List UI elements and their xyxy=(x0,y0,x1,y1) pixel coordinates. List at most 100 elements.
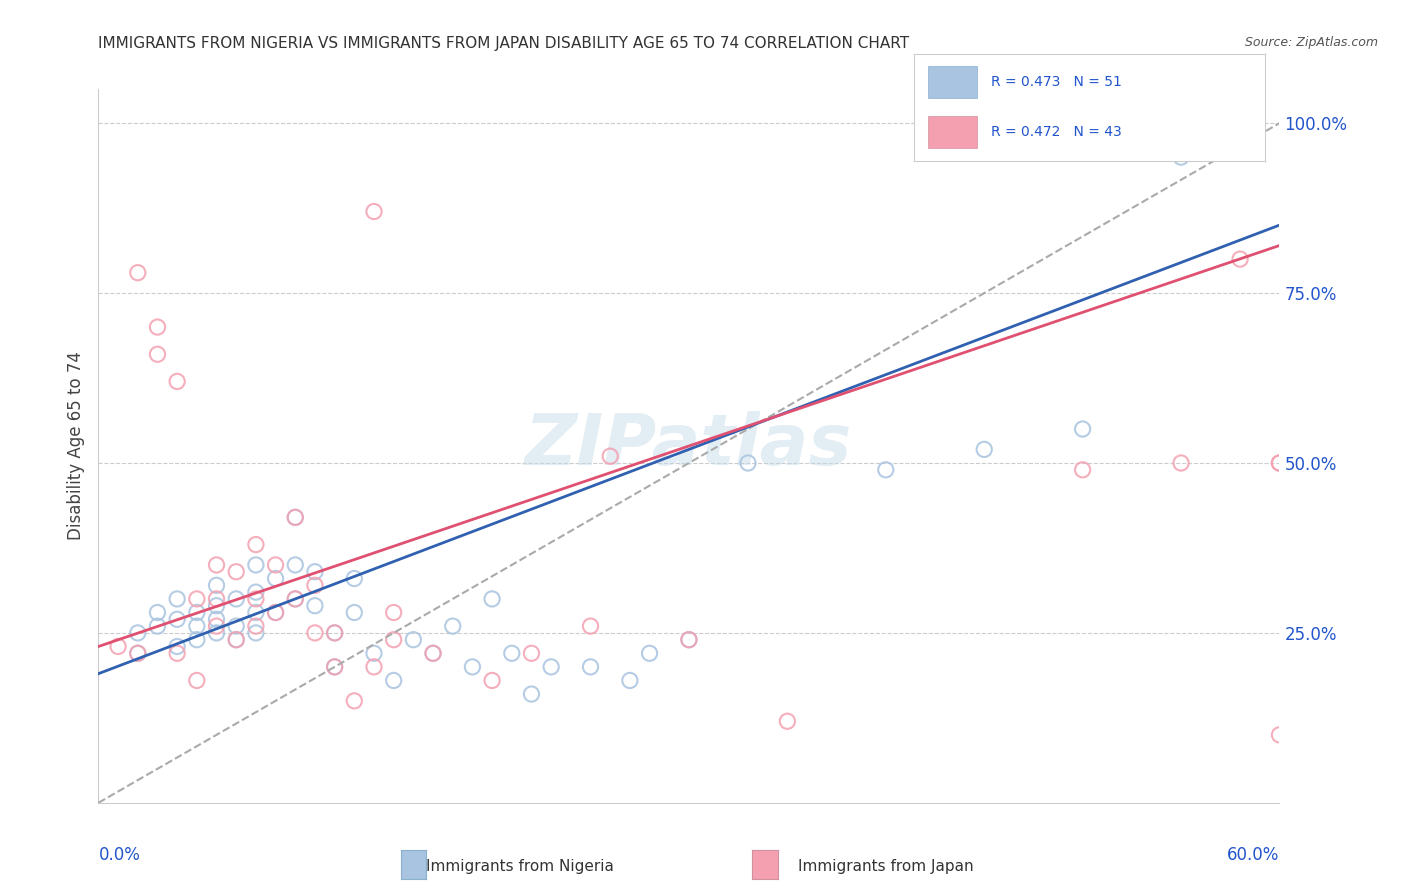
Point xyxy=(186,619,208,633)
Point xyxy=(1268,456,1291,470)
Point xyxy=(304,626,326,640)
Point xyxy=(127,646,149,660)
Y-axis label: Disability Age 65 to 74: Disability Age 65 to 74 xyxy=(66,351,84,541)
Point xyxy=(205,599,228,613)
Point xyxy=(1229,252,1251,266)
Point xyxy=(1071,463,1094,477)
Point xyxy=(205,558,228,572)
Text: R = 0.472   N = 43: R = 0.472 N = 43 xyxy=(991,125,1122,138)
Point xyxy=(146,320,169,334)
Point xyxy=(520,687,543,701)
Point xyxy=(284,591,307,606)
Point xyxy=(166,640,188,654)
Text: Immigrants from Nigeria: Immigrants from Nigeria xyxy=(426,859,614,874)
Point xyxy=(323,660,346,674)
Point xyxy=(461,660,484,674)
Point xyxy=(1268,456,1291,470)
Point xyxy=(402,632,425,647)
Point xyxy=(875,463,897,477)
Point xyxy=(284,510,307,524)
Text: Source: ZipAtlas.com: Source: ZipAtlas.com xyxy=(1244,36,1378,49)
Point xyxy=(363,204,385,219)
Point xyxy=(579,660,602,674)
Point xyxy=(146,619,169,633)
Point xyxy=(441,619,464,633)
Point xyxy=(323,660,346,674)
Point xyxy=(245,585,267,599)
Point xyxy=(619,673,641,688)
Point xyxy=(737,456,759,470)
Point xyxy=(323,626,346,640)
Text: Immigrants from Japan: Immigrants from Japan xyxy=(799,859,973,874)
Point xyxy=(186,606,208,620)
Point xyxy=(481,673,503,688)
Point xyxy=(146,347,169,361)
Point xyxy=(166,612,188,626)
Point xyxy=(205,578,228,592)
Point xyxy=(422,646,444,660)
Point xyxy=(205,612,228,626)
Point xyxy=(146,606,169,620)
Point xyxy=(304,565,326,579)
Point xyxy=(264,572,287,586)
Point xyxy=(973,442,995,457)
Point xyxy=(205,619,228,633)
Point xyxy=(107,640,129,654)
Point xyxy=(186,632,208,647)
Point xyxy=(127,646,149,660)
Point xyxy=(343,572,366,586)
Point xyxy=(363,660,385,674)
Point xyxy=(166,375,188,389)
Point xyxy=(1170,456,1192,470)
Point xyxy=(382,673,405,688)
Point xyxy=(638,646,661,660)
Point xyxy=(343,606,366,620)
Point xyxy=(382,632,405,647)
Point xyxy=(245,591,267,606)
Point xyxy=(540,660,562,674)
Point xyxy=(284,591,307,606)
Point xyxy=(284,510,307,524)
Point xyxy=(205,591,228,606)
Point xyxy=(245,558,267,572)
Point xyxy=(245,619,267,633)
Text: 60.0%: 60.0% xyxy=(1227,846,1279,863)
Bar xyxy=(928,116,977,148)
Point xyxy=(579,619,602,633)
Point xyxy=(127,626,149,640)
Point xyxy=(1268,728,1291,742)
Point xyxy=(501,646,523,660)
Point xyxy=(481,591,503,606)
Point xyxy=(166,646,188,660)
Point xyxy=(1071,422,1094,436)
Text: R = 0.473   N = 51: R = 0.473 N = 51 xyxy=(991,76,1122,89)
Point xyxy=(678,632,700,647)
Text: IMMIGRANTS FROM NIGERIA VS IMMIGRANTS FROM JAPAN DISABILITY AGE 65 TO 74 CORRELA: IMMIGRANTS FROM NIGERIA VS IMMIGRANTS FR… xyxy=(98,36,910,51)
Point xyxy=(382,606,405,620)
Text: 0.0%: 0.0% xyxy=(98,846,141,863)
Point xyxy=(304,578,326,592)
Point xyxy=(127,266,149,280)
Point xyxy=(264,558,287,572)
Point xyxy=(225,565,247,579)
Point xyxy=(225,619,247,633)
Point xyxy=(776,714,799,729)
Point xyxy=(166,591,188,606)
Point xyxy=(363,646,385,660)
Text: ZIPatlas: ZIPatlas xyxy=(526,411,852,481)
Point xyxy=(520,646,543,660)
Point xyxy=(284,558,307,572)
Point xyxy=(422,646,444,660)
Point xyxy=(343,694,366,708)
Point xyxy=(1170,150,1192,164)
Point xyxy=(304,599,326,613)
Bar xyxy=(928,66,977,98)
Point xyxy=(225,632,247,647)
Point xyxy=(678,632,700,647)
Point xyxy=(186,591,208,606)
Point xyxy=(205,626,228,640)
Point xyxy=(245,606,267,620)
Point xyxy=(245,626,267,640)
Point xyxy=(599,449,621,463)
Point xyxy=(264,606,287,620)
